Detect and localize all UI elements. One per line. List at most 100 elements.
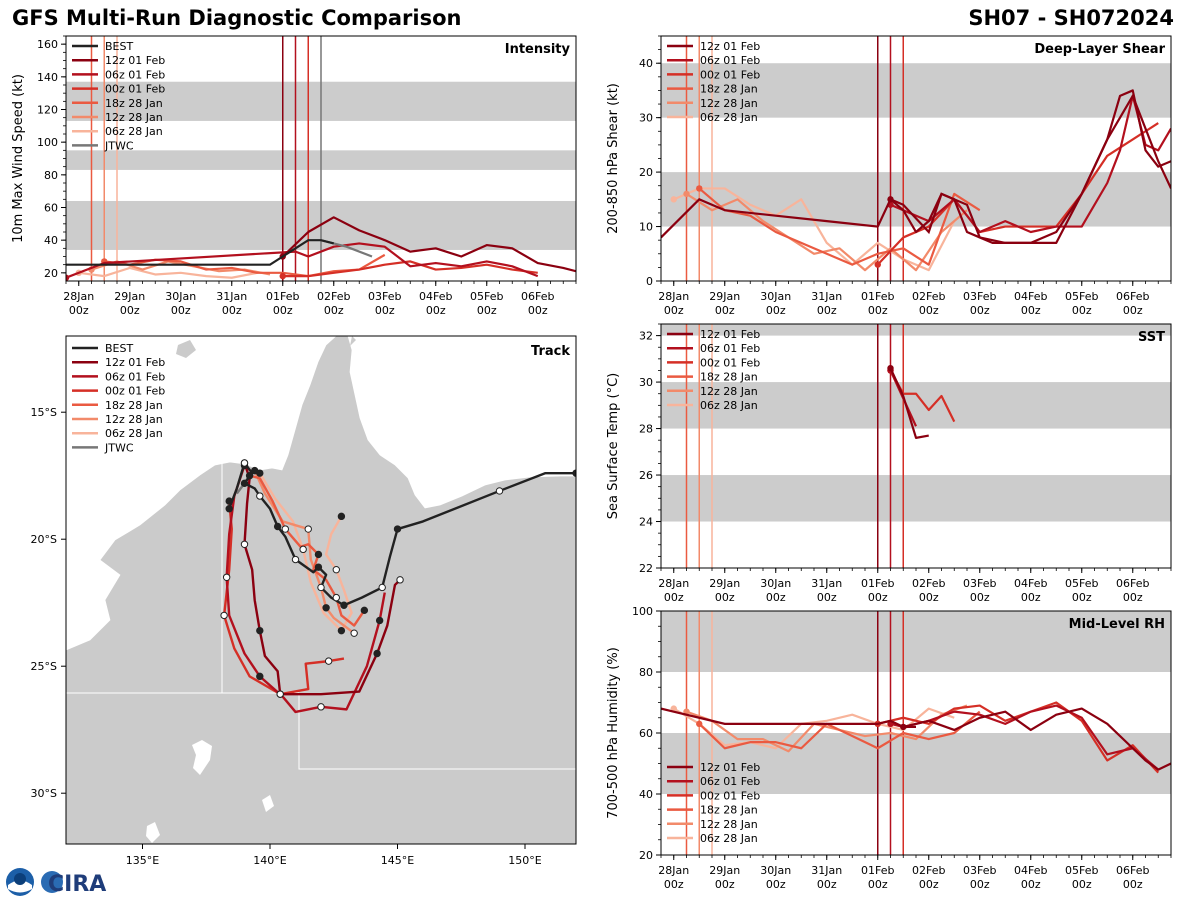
y-tick-label: 10 [639, 221, 653, 234]
legend-label: 12z 01 Feb [700, 761, 760, 774]
sst-panel: 22242628303228Jan00z29Jan00z30Jan00z31Ja… [606, 323, 1172, 604]
series-line-0 [281, 216, 576, 273]
x-tick-label-time: 00z [171, 304, 191, 317]
x-tick-label-time: 00z [1072, 878, 1092, 891]
shear-panel: 01020304028Jan00z29Jan00z30Jan00z31Jan00… [606, 35, 1172, 317]
legend-label: BEST [105, 40, 133, 53]
series-line-3 [698, 187, 981, 266]
y-tick-label: 0 [646, 275, 653, 288]
track-marker [251, 466, 259, 475]
rh-panel: 2040608010028Jan00z29Jan00z30Jan00z31Jan… [606, 605, 1172, 891]
lon-tick-label: 135°E [126, 854, 159, 867]
series-line-5 [78, 266, 258, 279]
y-axis-label: Sea Surface Temp (°C) [606, 373, 621, 520]
x-tick-label-time: 00z [1123, 304, 1143, 317]
x-tick-label-time: 00z [273, 304, 293, 317]
x-tick-label: 06Feb [521, 290, 554, 303]
best-track-marker [291, 555, 300, 564]
y-tick-label: 22 [639, 562, 653, 575]
x-tick-label-time: 00z [1021, 304, 1041, 317]
legend-label: 12z 28 Jan [700, 385, 758, 398]
x-tick-label: 05Feb [1065, 864, 1098, 877]
panel-title: Deep-Layer Shear [1034, 42, 1165, 57]
x-tick-label-time: 00z [1072, 304, 1092, 317]
legend-label: 12z 01 Feb [105, 356, 165, 369]
shaded-band [661, 611, 1171, 672]
y-axis-label: 10m Max Wind Speed (kt) [11, 74, 26, 243]
x-tick-label: 28Jan [658, 577, 689, 590]
panel-title-track: Track [531, 344, 570, 359]
legend-label: BEST [105, 342, 133, 355]
track-marker [332, 565, 340, 574]
y-tick-label: 30 [639, 376, 653, 389]
track-marker [304, 525, 312, 533]
legend-label: 06z 01 Feb [700, 342, 760, 355]
track-line-4 [253, 470, 355, 635]
shaded-band [661, 63, 1171, 118]
series-start-marker [66, 274, 70, 281]
x-tick-label-time: 00z [970, 591, 990, 604]
state-border-qld-sa [298, 693, 576, 770]
x-tick-label: 05Feb [1065, 290, 1098, 303]
track-marker [276, 690, 284, 698]
x-tick-label: 02Feb [912, 577, 945, 590]
x-tick-label: 06Feb [1116, 290, 1149, 303]
x-tick-label-time: 00z [222, 304, 242, 317]
lake-eyre [192, 740, 212, 775]
x-tick-label: 04Feb [1014, 290, 1047, 303]
y-axis-label: 700-500 hPa Humidity (%) [606, 647, 621, 819]
x-tick-label-time: 00z [766, 591, 786, 604]
legend-label: 12z 01 Feb [105, 54, 165, 67]
y-tick-label: 80 [639, 666, 653, 679]
x-tick-label-time: 00z [715, 304, 735, 317]
x-tick-label-time: 00z [919, 304, 939, 317]
cira-logo: CIRA [6, 868, 106, 897]
x-tick-label-time: 00z [664, 304, 684, 317]
series-line-1 [66, 242, 539, 279]
best-track-marker [240, 459, 249, 467]
x-tick-label-time: 00z [1021, 878, 1041, 891]
x-tick-label-time: 00z [69, 304, 89, 317]
track-marker [256, 626, 264, 635]
panel-title: Intensity [505, 42, 571, 57]
shaded-band [661, 475, 1171, 522]
lon-tick-label: 150°E [508, 854, 541, 867]
y-tick-label: 26 [639, 469, 653, 482]
x-tick-label-time: 00z [766, 304, 786, 317]
storm-identifier: SH07 - SH072024 [968, 6, 1174, 30]
x-tick-label: 28Jan [63, 290, 94, 303]
y-tick-label: 60 [639, 727, 653, 740]
track-marker [256, 672, 264, 681]
series-start-marker [279, 272, 286, 280]
lat-tick-label: 15°S [31, 406, 57, 419]
x-tick-label: 02Feb [317, 290, 350, 303]
x-tick-label-time: 00z [919, 591, 939, 604]
best-track-marker [393, 525, 402, 533]
y-tick-label: 32 [639, 330, 653, 343]
best-track-marker [256, 492, 264, 500]
track-marker [360, 606, 369, 615]
y-axis-label: 200-850 hPa Shear (kt) [606, 83, 621, 234]
legend-label: 00z 01 Feb [700, 68, 760, 81]
series-line-0 [902, 707, 1171, 771]
x-tick-label: 31Jan [811, 864, 842, 877]
legend-label: JTWC [104, 139, 134, 152]
x-tick-label-time: 00z [817, 878, 837, 891]
x-tick-label: 01Feb [861, 577, 894, 590]
best-track-marker [314, 563, 323, 571]
track-marker [281, 525, 289, 533]
best-track-line [66, 239, 335, 266]
series-start-marker [696, 720, 703, 728]
shaded-band [661, 324, 1171, 336]
x-tick-label-time: 00z [1123, 878, 1143, 891]
series-start-marker [696, 185, 703, 192]
legend-label: 00z 01 Feb [105, 385, 165, 398]
x-tick-label: 30Jan [165, 290, 196, 303]
x-tick-label: 05Feb [1065, 577, 1098, 590]
x-tick-label: 03Feb [963, 577, 996, 590]
x-tick-label-time: 00z [817, 591, 837, 604]
series-line-2 [282, 260, 538, 278]
